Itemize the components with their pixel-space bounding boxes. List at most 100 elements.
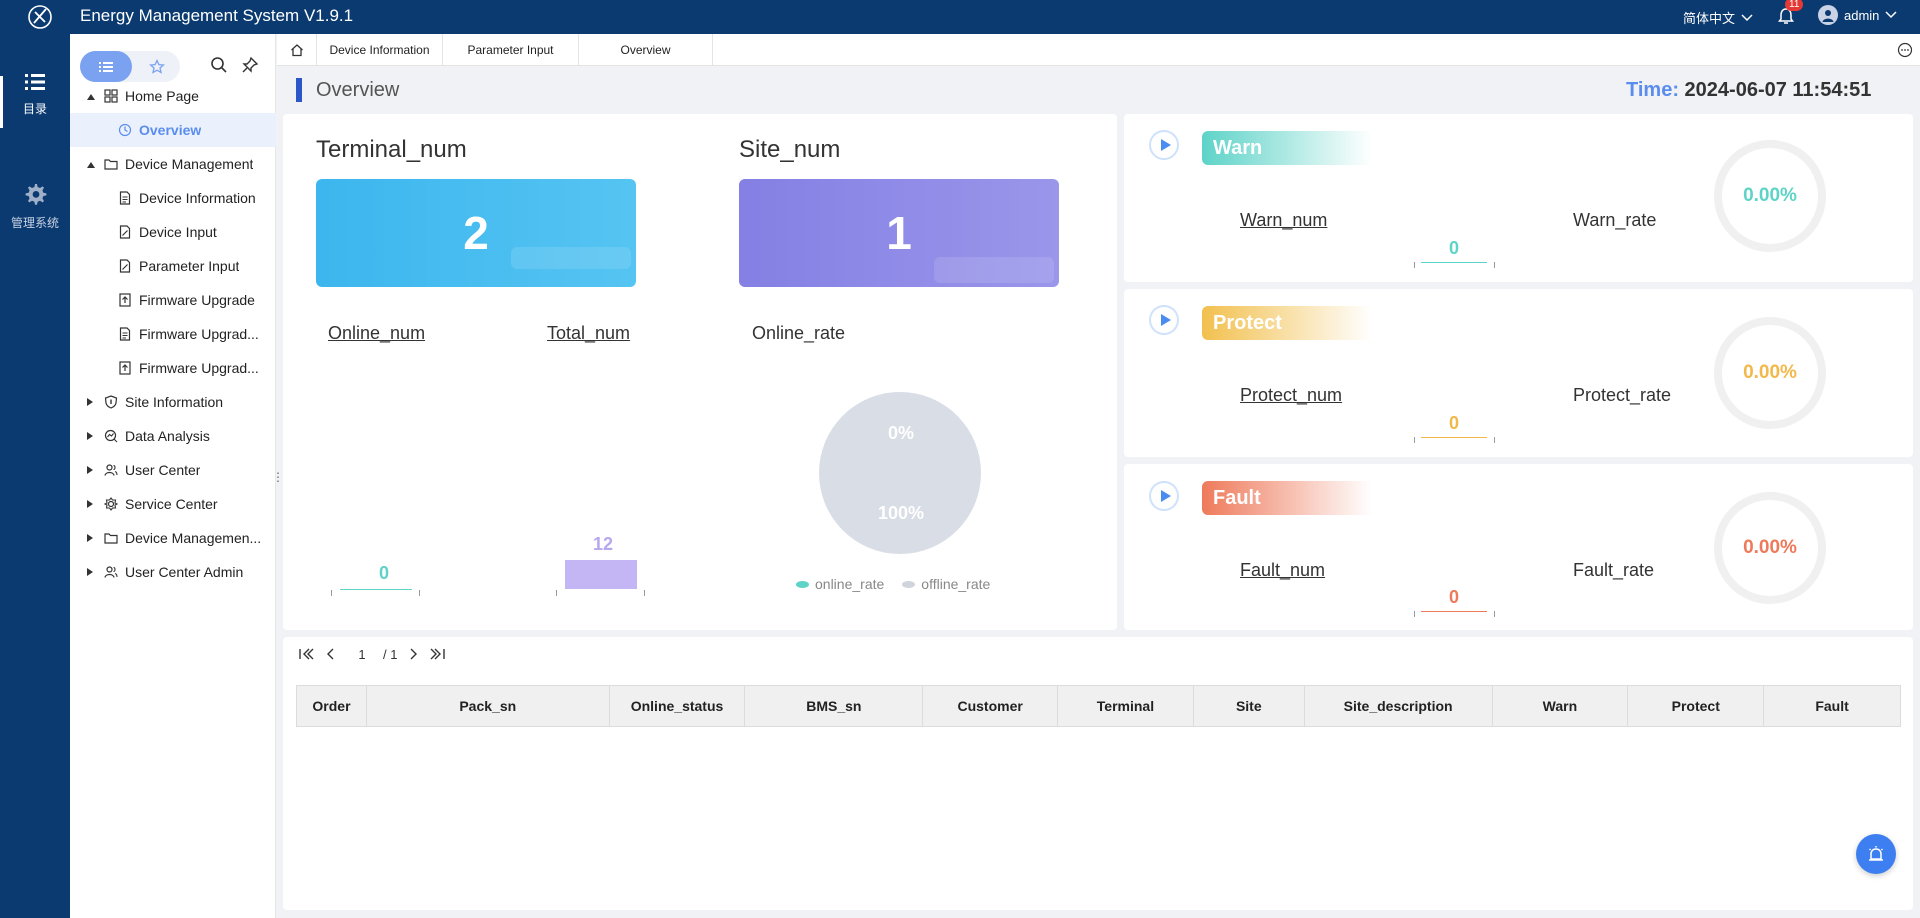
legend-offline-label[interactable]: offline_rate — [921, 576, 991, 592]
sidebar-item[interactable]: Overview — [70, 113, 276, 147]
left-rail: 目录 管理系统 — [0, 34, 70, 918]
sidebar-item[interactable]: Device Managemen... — [70, 521, 276, 555]
edit-document-icon — [119, 259, 131, 273]
fault-card: Fault Fault_num Fault_rate 0 0.00% — [1124, 464, 1913, 630]
play-icon[interactable] — [1149, 305, 1179, 335]
analysis-icon — [104, 429, 118, 443]
title-accent-bar — [296, 78, 302, 102]
column-header[interactable]: BMS_sn — [745, 686, 924, 726]
column-header[interactable]: Order — [297, 686, 367, 726]
caret-right-icon[interactable] — [87, 500, 93, 508]
axis-tick — [556, 590, 557, 596]
tab-overview[interactable]: Overview — [579, 34, 713, 66]
upgrade-icon — [119, 293, 131, 307]
first-page-icon[interactable] — [297, 646, 315, 662]
tab-home[interactable] — [277, 34, 317, 66]
online-num-label[interactable]: Online_num — [328, 323, 426, 343]
play-icon[interactable] — [1149, 130, 1179, 160]
pagination: 1 / 1 — [297, 646, 447, 662]
sidebar-item[interactable]: Device Management — [70, 147, 276, 181]
fault-num-label[interactable]: Fault_num — [1240, 560, 1326, 580]
clock-icon — [118, 123, 132, 137]
protect-num-label[interactable]: Protect_num — [1240, 385, 1343, 405]
column-header[interactable]: Fault — [1815, 698, 1849, 714]
rail-item-catalog[interactable]: 目录 — [0, 72, 70, 117]
service-icon — [104, 497, 118, 511]
column-header[interactable]: Terminal — [1058, 686, 1194, 726]
sidebar-item[interactable]: Firmware Upgrade — [70, 283, 276, 317]
column-header[interactable]: Online_status — [610, 686, 746, 726]
legend-offline-swatch — [902, 580, 916, 588]
caret-down-icon[interactable] — [87, 162, 95, 168]
caret-right-icon[interactable] — [87, 432, 93, 440]
next-page-icon[interactable] — [407, 646, 421, 662]
column-header[interactable]: Pack_sn — [367, 686, 610, 726]
alarm-button[interactable] — [1856, 834, 1896, 874]
search-icon[interactable] — [210, 56, 228, 74]
axis-tick — [1414, 611, 1415, 617]
sidebar-item[interactable]: Site Information — [70, 385, 276, 419]
site-num-label: Site_num — [739, 136, 841, 163]
warn-num-value: 0 — [1448, 238, 1459, 258]
column-header[interactable]: Protect — [1628, 686, 1765, 726]
user-name: admin — [1844, 7, 1880, 23]
warn-num-label[interactable]: Warn_num — [1240, 210, 1328, 230]
rail-item-admin[interactable]: 管理系统 — [0, 182, 70, 231]
language-selector[interactable]: 简体中文 — [1683, 8, 1753, 27]
play-icon[interactable] — [1149, 481, 1179, 511]
warn-rate-ring: 0.00% — [1714, 140, 1826, 252]
sidebar-item[interactable]: Firmware Upgrad... — [70, 351, 276, 385]
sidebar-item[interactable]: Data Analysis — [70, 419, 276, 453]
favorites-button[interactable] — [140, 51, 174, 82]
protect-rate-ring: 0.00% — [1714, 317, 1826, 429]
sidebar-item[interactable]: Home Page — [70, 79, 276, 113]
pie-online-pct: 0% — [887, 423, 914, 443]
caret-right-icon[interactable] — [87, 466, 93, 474]
terminal-num-value: 2 — [463, 207, 489, 259]
more-options-icon[interactable] — [1897, 42, 1913, 58]
pin-icon[interactable] — [241, 56, 259, 74]
sidebar-item[interactable]: Device Input — [70, 215, 276, 249]
column-header[interactable]: Customer — [923, 686, 1059, 726]
prev-page-icon[interactable] — [323, 646, 337, 662]
last-page-icon[interactable] — [429, 646, 447, 662]
sidebar-item[interactable]: Service Center — [70, 487, 276, 521]
tab-parameter-input[interactable]: Parameter Input — [443, 34, 579, 66]
user-menu[interactable]: admin — [1818, 5, 1897, 25]
folder-icon — [104, 533, 118, 544]
tab-device-information[interactable]: Device Information — [317, 34, 443, 66]
protect-num-bar — [1421, 437, 1487, 438]
column-header[interactable]: Warn — [1493, 686, 1629, 726]
sidebar-item[interactable]: Parameter Input — [70, 249, 276, 283]
current-page-input[interactable]: 1 — [358, 646, 366, 662]
page-title: Overview — [316, 79, 400, 101]
caret-right-icon[interactable] — [87, 534, 93, 542]
caret-right-icon[interactable] — [87, 398, 93, 406]
axis-tick — [1494, 262, 1495, 268]
menu-view-button[interactable] — [80, 51, 132, 82]
time-value: 2024-06-07 11:54:51 — [1684, 79, 1872, 101]
caret-right-icon[interactable] — [87, 568, 93, 576]
online-num-bar — [340, 589, 412, 590]
notification-badge: 11 — [1785, 0, 1804, 11]
home-icon — [290, 44, 303, 57]
legend-online-label[interactable]: online_rate — [815, 576, 885, 592]
folder-icon — [104, 159, 118, 170]
axis-tick — [1414, 262, 1415, 268]
sidebar-item-label: Site Information — [125, 394, 224, 410]
total-num-label[interactable]: Total_num — [547, 323, 631, 343]
chevron-down-icon — [1885, 11, 1897, 19]
users-icon — [104, 566, 118, 578]
column-header[interactable]: Site_description — [1305, 686, 1493, 726]
axis-tick — [331, 590, 332, 596]
sidebar-item[interactable]: Firmware Upgrad... — [70, 317, 276, 351]
sidebar-item[interactable]: User Center — [70, 453, 276, 487]
sidebar-item[interactable]: User Center Admin — [70, 555, 276, 589]
axis-tick — [419, 590, 420, 596]
protect-num-value: 0 — [1448, 413, 1459, 433]
column-header[interactable]: Site — [1194, 686, 1305, 726]
list-icon — [25, 74, 45, 90]
sidebar-item-label: Device Input — [139, 224, 217, 240]
sidebar-item[interactable]: Device Information — [70, 181, 276, 215]
caret-down-icon[interactable] — [87, 94, 95, 100]
